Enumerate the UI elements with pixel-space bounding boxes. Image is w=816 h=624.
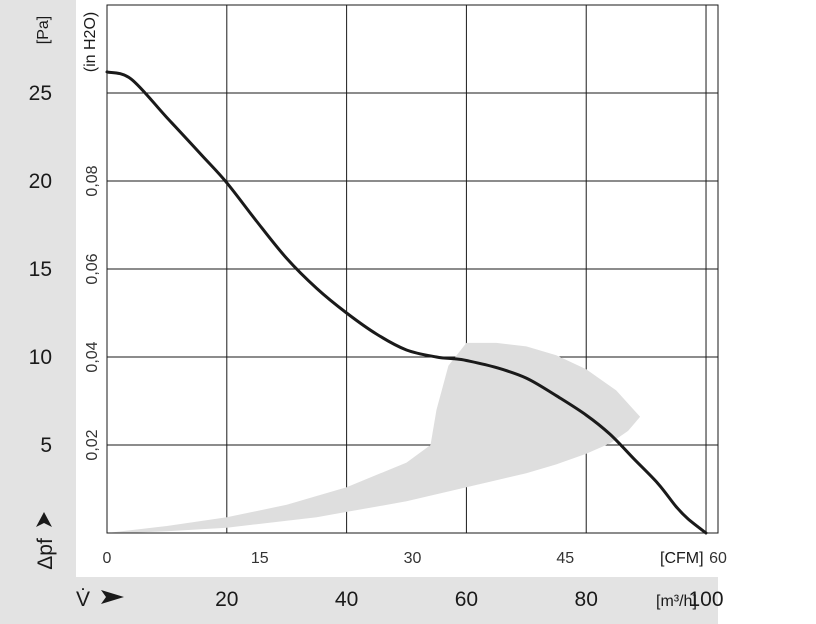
operating-range-shading bbox=[107, 342, 641, 533]
x-unit-m3h: [m³/h] bbox=[656, 593, 697, 610]
bottom-axis-band bbox=[76, 577, 718, 624]
y-tick-label: 10 bbox=[29, 346, 52, 369]
x-tick-label-m3h: 60 bbox=[455, 588, 478, 611]
x-tick-labels-cfm: 0 15 30 45 60 bbox=[103, 550, 727, 567]
x-tick-label-cfm: 45 bbox=[556, 550, 574, 567]
y2-tick-label: 0,04 bbox=[84, 341, 101, 372]
y-axis-symbol: Δpf bbox=[34, 538, 57, 570]
y-tick-label: 20 bbox=[29, 170, 52, 193]
y-unit-inh2o: (in H2O) bbox=[82, 12, 99, 72]
x-tick-label-m3h: 80 bbox=[575, 588, 598, 611]
x-tick-label-cfm: 30 bbox=[404, 550, 422, 567]
y-tick-label: 5 bbox=[40, 434, 52, 457]
x-axis-arrow-icon bbox=[101, 590, 124, 604]
pressure-curve bbox=[105, 70, 708, 535]
x-tick-label-m3h: 100 bbox=[688, 588, 723, 611]
y-tick-label: 15 bbox=[29, 258, 52, 281]
y-unit-pa: [Pa] bbox=[35, 16, 52, 44]
x-tick-label-m3h: 40 bbox=[335, 588, 358, 611]
plot-frame bbox=[106, 4, 719, 534]
y2-tick-label: 0,08 bbox=[84, 165, 101, 196]
x-axis-symbol: V̇ bbox=[76, 588, 90, 611]
y-tick-labels-pa: 5 10 15 20 25 bbox=[29, 82, 52, 457]
x-tick-label-cfm: 0 bbox=[103, 550, 112, 567]
y-tick-label: 25 bbox=[29, 82, 52, 105]
x-tick-label-m3h: 20 bbox=[215, 588, 238, 611]
y2-tick-label: 0,06 bbox=[84, 253, 101, 284]
x-tick-label-cfm: 15 bbox=[251, 550, 269, 567]
x-tick-label-cfm: 60 bbox=[709, 550, 727, 567]
y-tick-labels-inh2o: 0,02 0,04 0,06 0,08 bbox=[84, 165, 101, 460]
left-axis-band bbox=[0, 0, 76, 624]
x-unit-cfm: [CFM] bbox=[660, 550, 704, 567]
x-tick-labels-m3h: 20 40 60 80 100 bbox=[215, 588, 723, 611]
y-axis-arrow-icon bbox=[36, 512, 52, 527]
y2-tick-label: 0,02 bbox=[84, 429, 101, 460]
